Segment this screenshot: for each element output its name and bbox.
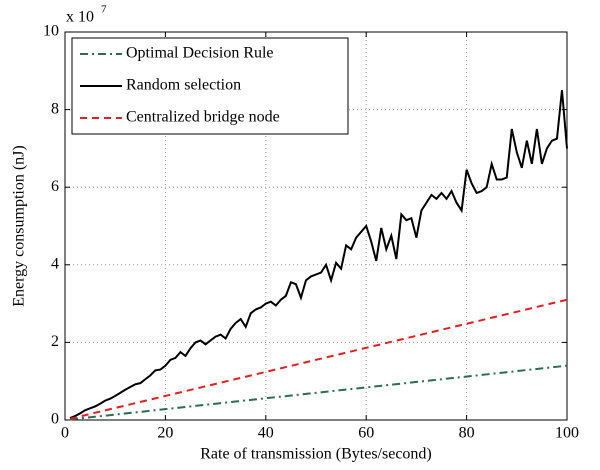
legend-label: Centralized bridge node [126,109,280,126]
y-tick-label: 2 [51,333,59,350]
y-tick-label: 0 [51,411,59,428]
x-tick-label: 100 [555,425,579,442]
x-tick-label: 80 [459,425,475,442]
x-tick-label: 0 [61,425,69,442]
y-axis-label: Energy consumption (nJ) [11,145,28,306]
plot-frame [64,31,568,421]
y-tick-label: 10 [43,23,59,40]
y-tick-label: 8 [51,100,59,117]
y-tick-label: 4 [51,255,59,272]
x-tick-label: 20 [157,425,173,442]
y-tick-label: 6 [51,178,59,195]
x-tick-label: 40 [258,425,274,442]
legend-label: Optimal Decision Rule [126,45,274,62]
series-line [69,298,568,420]
y-exponent-power: 7 [101,4,107,16]
x-axis-label: Rate of transmission (Bytes/second) [200,446,432,463]
y-exponent-base: x 10 [66,9,94,26]
legend-label: Random selection [126,77,241,94]
x-tick-label: 60 [358,425,374,442]
series-line [69,364,568,421]
series-line [69,90,568,419]
